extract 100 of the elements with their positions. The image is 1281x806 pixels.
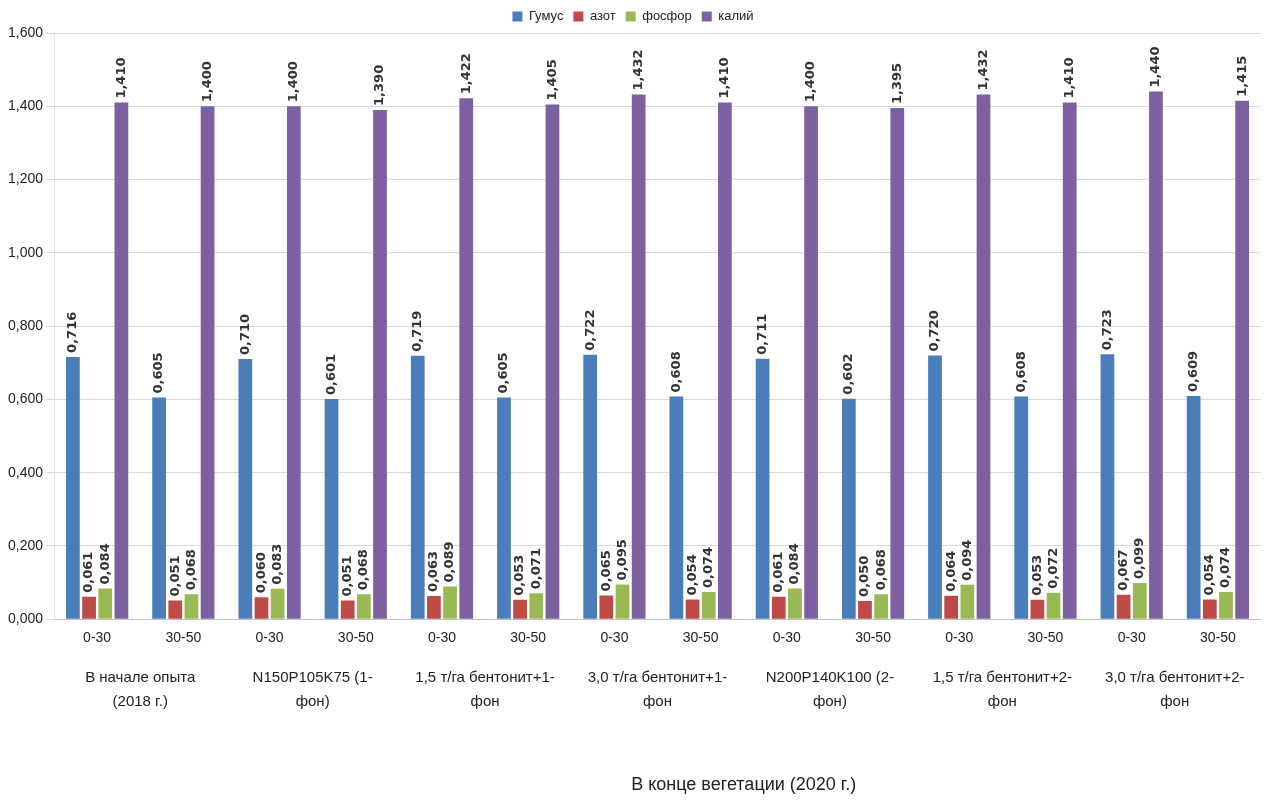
bar bbox=[324, 399, 339, 619]
data-label: 0,074 bbox=[1217, 546, 1233, 589]
bar bbox=[1235, 100, 1250, 619]
data-label: 0,602 bbox=[840, 353, 856, 395]
data-label: 0,711 bbox=[753, 313, 769, 355]
bar bbox=[513, 599, 527, 619]
bar bbox=[443, 586, 457, 619]
x-tick-label: 0-30 bbox=[1117, 629, 1146, 646]
bar bbox=[944, 595, 959, 619]
data-label: 0,053 bbox=[511, 554, 527, 596]
legend-label: Гумус bbox=[528, 8, 564, 24]
bar bbox=[1186, 396, 1201, 619]
data-label: 1,390 bbox=[371, 64, 387, 106]
bar bbox=[685, 599, 700, 619]
bar bbox=[356, 594, 371, 619]
bar bbox=[529, 593, 544, 619]
data-label: 0,084 bbox=[96, 543, 112, 585]
text: В начале опыта (2018 г.) bbox=[84, 667, 197, 711]
legend-label: азот bbox=[589, 8, 616, 24]
data-label: 0,099 bbox=[1131, 537, 1147, 579]
bar bbox=[841, 398, 856, 619]
bar bbox=[82, 596, 96, 619]
bar bbox=[373, 109, 387, 619]
bar bbox=[1116, 594, 1131, 619]
bar bbox=[874, 594, 888, 619]
bar bbox=[1046, 592, 1061, 619]
bar bbox=[1030, 599, 1045, 619]
x-tick-label: 0-30 bbox=[83, 629, 112, 646]
bar bbox=[976, 94, 991, 619]
bar bbox=[114, 102, 129, 619]
text: 3,0 т/га бентонит+2-фон bbox=[1104, 667, 1246, 711]
y-tick-label: 0,400 bbox=[7, 463, 44, 480]
bar bbox=[1219, 592, 1233, 619]
data-label: 0,601 bbox=[322, 353, 338, 396]
data-label: 0,054 bbox=[683, 554, 699, 596]
data-label: 0,050 bbox=[856, 555, 872, 597]
text: 3,0 т/га бентонит+1-фон bbox=[586, 667, 729, 711]
data-label: 1,440 bbox=[1147, 46, 1163, 88]
bar bbox=[1014, 396, 1029, 619]
bar bbox=[771, 596, 786, 619]
x-tick-label: 0-30 bbox=[255, 629, 284, 646]
bar bbox=[98, 588, 113, 619]
data-label: 0,716 bbox=[64, 311, 80, 353]
bar bbox=[960, 584, 975, 619]
data-label: 0,072 bbox=[1044, 547, 1060, 589]
x-tick-label: 30-50 bbox=[510, 629, 547, 646]
text: N150P105K75 (1-фон) bbox=[251, 667, 374, 711]
data-label: 0,063 bbox=[425, 550, 441, 593]
x-tick-label: 30-50 bbox=[1027, 629, 1064, 646]
bar bbox=[200, 106, 215, 619]
bar bbox=[755, 358, 770, 619]
bar bbox=[599, 595, 614, 619]
bar bbox=[858, 600, 872, 619]
bar bbox=[427, 596, 441, 619]
data-label: 1,410 bbox=[1061, 57, 1077, 99]
bar bbox=[583, 354, 598, 619]
data-label: 0,605 bbox=[150, 352, 166, 394]
bar bbox=[890, 108, 905, 619]
x-tick-label: 30-50 bbox=[165, 629, 202, 646]
bar bbox=[270, 588, 285, 619]
data-label: 1,395 bbox=[888, 62, 904, 105]
data-label: 0,053 bbox=[1028, 554, 1044, 596]
bar bbox=[168, 600, 183, 619]
bar bbox=[718, 102, 732, 619]
legend-label: калий bbox=[718, 8, 754, 24]
data-label: 0,054 bbox=[1201, 554, 1217, 596]
bar bbox=[928, 355, 942, 619]
bar bbox=[184, 594, 199, 619]
x-tick-label: 0-30 bbox=[600, 629, 629, 646]
bar bbox=[701, 592, 716, 619]
data-label: 0,061 bbox=[770, 551, 786, 593]
bar bbox=[459, 98, 474, 619]
legend-label: фосфор bbox=[642, 8, 692, 24]
bar bbox=[340, 600, 355, 619]
text: 1,5 т/га бентонит+1-фон bbox=[414, 667, 556, 711]
bar bbox=[497, 397, 511, 619]
data-label: 1,432 bbox=[630, 49, 646, 91]
data-label: 0,068 bbox=[872, 549, 888, 591]
data-label: 0,710 bbox=[236, 313, 252, 356]
y-tick-label: 0,000 bbox=[7, 610, 44, 627]
data-label: 0,723 bbox=[1098, 309, 1114, 351]
data-label: 1,415 bbox=[1233, 55, 1249, 97]
bar bbox=[1062, 102, 1077, 619]
bar bbox=[254, 597, 269, 619]
data-label: 1,432 bbox=[974, 49, 990, 91]
y-tick-label: 0,800 bbox=[7, 316, 44, 333]
x-tick-label: 30-50 bbox=[1199, 629, 1237, 646]
data-label: 0,720 bbox=[926, 310, 942, 352]
data-label: 0,719 bbox=[409, 310, 425, 352]
x-tick-label: 30-50 bbox=[337, 629, 374, 646]
bar bbox=[804, 106, 818, 619]
data-label: 0,067 bbox=[1114, 549, 1130, 591]
data-label: 0,722 bbox=[581, 309, 597, 351]
x-tick-label: 0-30 bbox=[772, 629, 802, 646]
data-label: 0,071 bbox=[527, 548, 543, 590]
data-label: 0,068 bbox=[182, 549, 198, 591]
bar bbox=[1132, 582, 1147, 619]
bar bbox=[286, 106, 301, 619]
data-label: 1,405 bbox=[543, 59, 559, 101]
data-label: 0,065 bbox=[597, 550, 613, 592]
